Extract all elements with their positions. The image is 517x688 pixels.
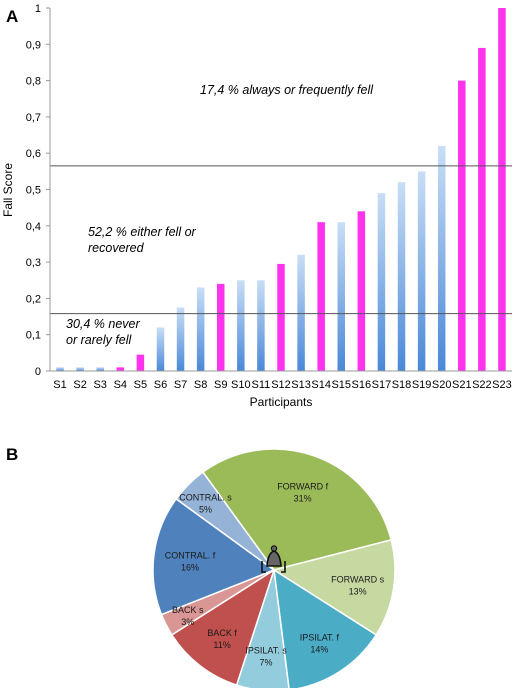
bar-S17	[377, 193, 386, 371]
x-tick-label: S22	[472, 379, 492, 391]
bar-S15	[337, 222, 346, 371]
x-tick-label: S19	[412, 379, 432, 391]
x-tick-label: S7	[174, 379, 187, 391]
x-tick-label: S6	[154, 379, 167, 391]
bar-S5	[136, 354, 145, 371]
x-tick-label: S16	[352, 379, 372, 391]
pie-slice-percent: 3%	[181, 617, 194, 627]
y-tick-label: 0,9	[26, 39, 41, 51]
x-tick-label: S23	[492, 379, 512, 391]
pie-slice-labels: FORWARD f 31% FORWARD s 13% IPSILAT. f 14% IPS…	[165, 481, 385, 667]
pie-slice-label: IPSILAT. s	[245, 645, 287, 655]
x-tick-label: S18	[392, 379, 412, 391]
pie-slice-percent: 13%	[349, 586, 367, 596]
x-tick-label: S2	[73, 379, 86, 391]
bar-S11	[257, 280, 265, 371]
y-tick-label: 0,3	[26, 257, 41, 269]
pie-slice-percent: 5%	[199, 505, 212, 515]
y-tick-label: 0,2	[26, 293, 41, 305]
person-icon	[261, 545, 286, 573]
x-tick-label: S8	[194, 379, 207, 391]
y-tick-label: 0,6	[26, 148, 41, 160]
pie-slice-percent: 16%	[181, 562, 199, 572]
y-tick-label: 1	[35, 3, 41, 15]
y-tick-label: 0,4	[26, 221, 41, 233]
bar-S12	[277, 263, 285, 371]
x-tick-label: S9	[214, 379, 227, 391]
y-tick-label: 0,5	[26, 185, 41, 197]
bar-S13	[297, 254, 305, 371]
pie-slice-label: FORWARD f	[277, 481, 328, 491]
pie-slice-percent: 31%	[294, 493, 312, 503]
y-tick-label: 0,7	[26, 112, 41, 124]
pie-slice-label: BACK f	[207, 628, 237, 638]
bar-S10	[237, 280, 245, 371]
bar-S3	[96, 367, 104, 371]
x-axis-label: Participants	[250, 395, 313, 409]
y-axis-label: Fall Score	[1, 163, 15, 217]
y-tick-label: 0,1	[26, 330, 41, 342]
pie-slices	[152, 448, 396, 688]
y-tick-label: 0	[35, 366, 41, 378]
pie-slice	[201, 448, 393, 571]
bar-S4	[116, 367, 125, 371]
pie-slice-label: CONTRAL. s	[179, 493, 232, 503]
pie-slice-label: BACK s	[172, 605, 204, 615]
pie-slice-percent: 7%	[260, 657, 273, 667]
x-tick-label: S3	[93, 379, 106, 391]
x-tick-label: S1	[53, 379, 66, 391]
bar-S23	[498, 8, 506, 371]
panel-label-a: A	[6, 7, 18, 26]
bar-S1	[56, 367, 64, 371]
y-axis-ticks: 0 0,1 0,2 0,3 0,4 0,5 0,6 0,7 0,8 0,9 1	[26, 3, 50, 378]
pie-slice	[273, 568, 378, 688]
x-tick-label: S11	[252, 379, 271, 391]
pie-slice	[170, 568, 276, 687]
bar-S7	[176, 307, 185, 371]
pie-slice	[175, 471, 275, 571]
x-tick-label: S15	[331, 379, 351, 391]
bar-S19	[417, 171, 426, 371]
bar-S21	[458, 80, 466, 371]
bar-S9	[216, 283, 225, 371]
bar-S18	[397, 182, 406, 371]
bar-S2	[76, 367, 84, 371]
x-tick-label: S4	[114, 379, 127, 391]
pie-slice-label: FORWARD s	[331, 574, 384, 584]
annotation-fell-or-recovered-line2: recovered	[88, 241, 145, 255]
bar-S8	[196, 287, 205, 371]
bar-S6	[156, 327, 165, 371]
threshold-lines	[50, 165, 512, 315]
pie-slice-percent: 14%	[310, 645, 328, 655]
pie-slice-percent: 11%	[213, 640, 230, 650]
pie-slice	[272, 538, 396, 636]
x-tick-label: S21	[452, 379, 472, 391]
x-axis-ticks: S1 S2 S3 S4 S5 S6 S7 S8 S9 S10 S11 S12 S13 S14 S15 S16 S…	[53, 379, 511, 391]
annotation-fell-or-recovered-line1: 52,2 % either fell or	[88, 225, 197, 239]
pie-slice-label: CONTRAL. f	[165, 550, 216, 560]
bar-S22	[478, 47, 486, 372]
bar-S20	[437, 145, 446, 371]
x-tick-label: S13	[291, 379, 311, 391]
y-tick-label: 0,8	[26, 76, 41, 88]
pie-slice-label: IPSILAT. f	[300, 633, 340, 643]
panel-label-b: B	[6, 445, 18, 464]
pie-slice	[152, 497, 276, 616]
pie-chart-fall-direction: FORWARD f 31% FORWARD s 13% IPSILAT. f 14% IPS…	[152, 448, 396, 688]
x-tick-label: S20	[432, 379, 452, 391]
annotation-never-fell-line2: or rarely fell	[66, 333, 133, 347]
x-tick-label: S17	[372, 379, 392, 391]
bars	[56, 8, 506, 372]
x-tick-label: S12	[271, 379, 291, 391]
annotation-always-fell: 17,4 % always or frequently fell	[200, 83, 374, 97]
bar-chart-fall-score: 0 0,1 0,2 0,3 0,4 0,5 0,6 0,7 0,8 0,9 1 S1 S2 S3 S4 S5…	[1, 3, 512, 409]
annotation-never-fell-line1: 30,4 % never	[66, 317, 140, 331]
x-tick-label: S14	[311, 379, 331, 391]
x-tick-label: S5	[134, 379, 147, 391]
bar-S14	[317, 222, 325, 371]
x-tick-label: S10	[231, 379, 251, 391]
bar-S16	[357, 211, 366, 371]
